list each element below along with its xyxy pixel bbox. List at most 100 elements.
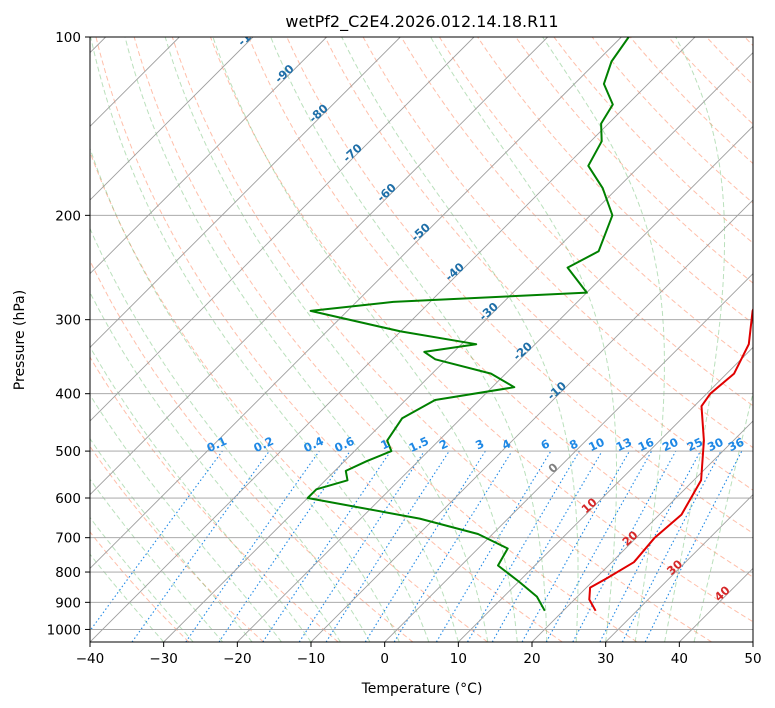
mixing-ratio-line (325, 450, 450, 642)
isotherm-line (90, 37, 548, 496)
dry-adiabat (210, 37, 753, 623)
x-axis-label: Temperature (°C) (361, 681, 483, 697)
mixing-ratio-line (364, 450, 486, 642)
mixing-ratio-line (491, 450, 603, 642)
mixing-ratio-line (572, 450, 677, 642)
mixing-ratio-line (521, 450, 630, 642)
plot-frame (89, 36, 754, 643)
x-axis-ticks: −40 −30 −20 −10 0 10 20 30 40 50 (76, 642, 762, 667)
moist-adiabat (90, 394, 282, 642)
dry-adiabat (90, 356, 339, 642)
y-axis-label: Pressure (hPa) (12, 290, 28, 390)
dry-adiabat (591, 37, 753, 204)
moist-adiabat (90, 37, 430, 642)
mixing-ratio-line (218, 450, 351, 642)
x-tick-label: 0 (380, 651, 389, 667)
sounding-series (306, 37, 753, 612)
dry-adiabat (90, 259, 414, 642)
y-tick-label: 1000 (47, 622, 81, 638)
y-tick-label: 100 (55, 30, 81, 46)
mixing-ratio-label: 30 (705, 435, 725, 454)
dry-adiabat (90, 531, 190, 642)
isotherm-line (458, 346, 753, 642)
x-tick-label: −30 (149, 651, 178, 667)
isobar-gridlines (90, 37, 753, 630)
x-tick-label: −10 (297, 651, 326, 667)
y-tick-label: 700 (55, 531, 81, 547)
temperature-line (588, 307, 753, 612)
moist-adiabat (124, 37, 459, 642)
x-tick-label: −40 (76, 651, 105, 667)
dry-adiabat (553, 37, 753, 244)
dewpoint-line (306, 37, 630, 612)
dry-adiabat (400, 37, 753, 407)
isotherm-line (90, 37, 254, 201)
mixing-ratio-label: 16 (636, 435, 656, 454)
x-tick-label: −20 (223, 651, 252, 667)
y-tick-label: 300 (55, 313, 81, 329)
dry-adiabat (438, 37, 753, 366)
mixing-ratio-line (393, 450, 513, 642)
moist-adiabat (90, 437, 253, 642)
moist-adiabat (664, 37, 726, 642)
isotherm-line (237, 125, 753, 642)
isotherm-line (90, 37, 622, 569)
moist-adiabat (90, 478, 223, 642)
dry-adiabat (477, 37, 753, 325)
mixing-ratio-label: 20 (660, 435, 680, 454)
mixing-ratio-line (467, 450, 580, 642)
mixing-ratio-line (90, 450, 223, 632)
moist-adiabat (90, 147, 400, 642)
isotherm-line (90, 37, 327, 275)
mixing-ratio-line (131, 450, 270, 642)
x-tick-label: 30 (597, 651, 614, 667)
mixing-ratio-lines (90, 450, 743, 642)
mixing-ratio-label: 13 (614, 435, 634, 454)
isotherm-line (384, 273, 753, 642)
isotherm-line (310, 199, 753, 642)
isotherm-line (90, 37, 696, 642)
mixing-ratio-label: 36 (726, 435, 746, 454)
dry-adiabat (95, 37, 563, 642)
dry-adiabat (248, 37, 753, 578)
isotherm-line (163, 52, 753, 642)
moist-adiabat (341, 37, 579, 642)
mixing-ratio-label: 10 (586, 435, 606, 454)
isotherm-label: -100 (235, 19, 266, 49)
dry-adiabat (324, 37, 753, 491)
x-tick-label: 40 (671, 651, 688, 667)
moist-adiabat (212, 37, 518, 642)
moist-adiabat (542, 37, 665, 642)
mixing-ratio-label: 25 (685, 435, 705, 454)
y-tick-label: 600 (55, 491, 81, 507)
mixing-ratio-line (435, 450, 552, 642)
y-axis-ticks: 100 200 300 400 500 600 700 800 900 1000 (47, 30, 90, 638)
plot-area: 0.10.20.40.611.52346810131620253036-100-… (90, 19, 753, 642)
y-tick-label: 400 (55, 387, 81, 403)
dry-adiabat (286, 37, 753, 534)
isotherm-line (90, 37, 401, 348)
y-tick-label: 500 (55, 444, 81, 460)
isotherms (90, 37, 753, 642)
x-tick-label: 50 (744, 651, 761, 667)
moist-adiabat (164, 37, 489, 642)
x-tick-label: 10 (450, 651, 467, 667)
y-tick-label: 900 (55, 595, 81, 611)
moist-adiabat (430, 37, 617, 642)
dry-adiabat (171, 37, 712, 642)
x-tick-label: 20 (523, 651, 540, 667)
dry-adiabat (133, 37, 638, 642)
chart-title: wetPf2_C2E4.2026.012.14.18.R11 (285, 12, 558, 32)
isotherm-line (605, 494, 753, 642)
moist-adiabat (90, 227, 371, 642)
moist-adiabat (90, 291, 341, 642)
dry-adiabat (90, 150, 488, 642)
mixing-ratio-line (185, 450, 320, 642)
y-tick-label: 200 (55, 208, 81, 224)
isotherm-line (531, 420, 753, 642)
moist-adiabat (693, 390, 753, 642)
isotherm-line (90, 37, 475, 422)
y-tick-label: 800 (55, 565, 81, 581)
